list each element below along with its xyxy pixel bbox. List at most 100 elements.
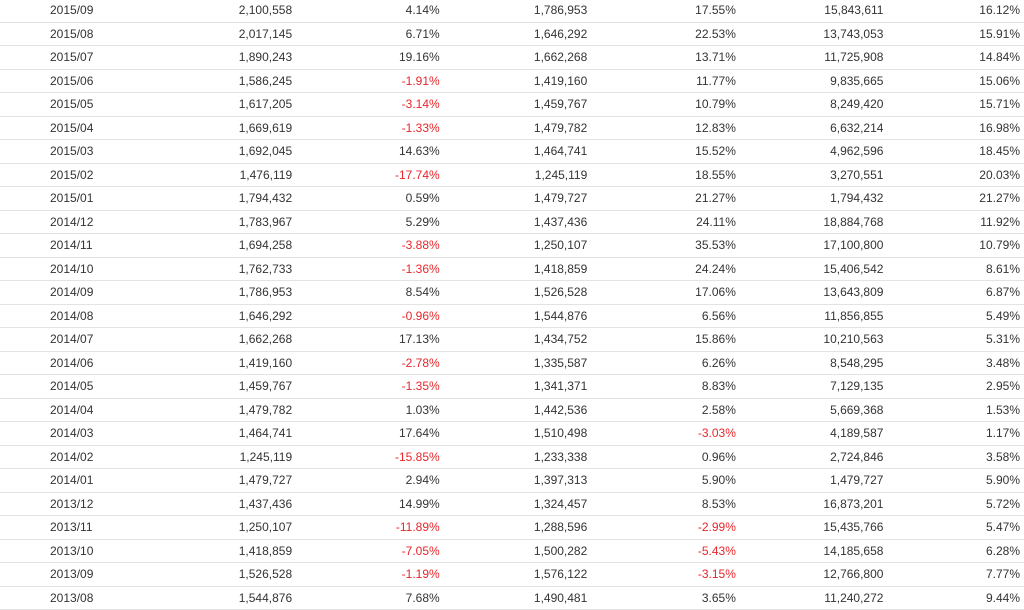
change-a-cell: -2.78% [292, 351, 440, 375]
cumulative-change-cell: 3.58% [883, 445, 1024, 469]
month-cell: 2013/09 [0, 562, 102, 587]
value-a-cell: 1,250,107 [101, 515, 293, 540]
cumulative-cell: 13,643,809 [735, 280, 884, 305]
table-row: 2014/04 1,479,782 1.03% 1,442,536 2.58% 5,669… [0, 398, 1024, 422]
month-cell: 2014/03 [0, 421, 102, 446]
value-a-cell: 2,100,558 [101, 0, 293, 23]
month-cell: 2015/03 [0, 139, 102, 164]
value-a-cell: 1,783,967 [101, 210, 293, 234]
table-row: 2013/09 1,526,528 -1.19% 1,576,122 -3.15% 12,… [0, 562, 1024, 587]
table-row: 2015/02 1,476,119 -17.74% 1,245,119 18.55% 3,… [0, 163, 1024, 187]
month-cell: 2015/05 [0, 92, 102, 117]
cumulative-cell: 12,766,800 [735, 562, 884, 587]
change-b-cell: 35.53% [587, 233, 736, 258]
cumulative-cell: 2,724,846 [735, 445, 884, 469]
change-b-cell: -3.15% [587, 562, 736, 587]
value-a-cell: 1,692,045 [101, 139, 293, 164]
value-b-cell: 1,646,292 [439, 22, 588, 46]
table-row: 2015/06 1,586,245 -1.91% 1,419,160 11.77% 9,8… [0, 69, 1024, 93]
value-b-cell: 1,526,528 [439, 280, 588, 305]
value-a-cell: 1,890,243 [101, 45, 293, 70]
table-row: 2014/11 1,694,258 -3.88% 1,250,107 35.53% 17,… [0, 233, 1024, 258]
change-a-cell: 17.64% [292, 421, 440, 446]
value-b-cell: 1,418,859 [439, 257, 588, 281]
table-row: 2015/01 1,794,432 0.59% 1,479,727 21.27% 1,79… [0, 186, 1024, 211]
cumulative-cell: 11,725,908 [735, 45, 884, 70]
cumulative-change-cell: 5.72% [883, 492, 1024, 516]
value-a-cell: 1,694,258 [101, 233, 293, 258]
month-cell: 2014/01 [0, 468, 102, 493]
value-b-cell: 1,442,536 [439, 398, 588, 422]
change-b-cell: 6.56% [587, 304, 736, 328]
cumulative-cell: 11,240,272 [735, 586, 884, 610]
value-b-cell: 1,341,371 [439, 374, 588, 399]
cumulative-change-cell: 16.98% [883, 116, 1024, 140]
table-row: 2013/12 1,437,436 14.99% 1,324,457 8.53% 16,8… [0, 492, 1024, 516]
month-cell: 2015/09 [0, 0, 102, 23]
value-b-cell: 1,662,268 [439, 45, 588, 70]
cumulative-change-cell: 1.17% [883, 421, 1024, 446]
month-cell: 2014/12 [0, 210, 102, 234]
month-cell: 2014/09 [0, 280, 102, 305]
cumulative-cell: 15,435,766 [735, 515, 884, 540]
value-a-cell: 1,794,432 [101, 186, 293, 211]
change-b-cell: 11.77% [587, 69, 736, 93]
change-b-cell: -2.99% [587, 515, 736, 540]
cumulative-cell: 15,843,611 [735, 0, 884, 23]
change-b-cell: 12.83% [587, 116, 736, 140]
value-a-cell: 1,464,741 [101, 421, 293, 446]
cumulative-cell: 11,856,855 [735, 304, 884, 328]
change-a-cell: -3.88% [292, 233, 440, 258]
month-cell: 2013/10 [0, 539, 102, 563]
cumulative-change-cell: 15.91% [883, 22, 1024, 46]
value-b-cell: 1,335,587 [439, 351, 588, 375]
table-row: 2014/12 1,783,967 5.29% 1,437,436 24.11% 18,8… [0, 210, 1024, 234]
change-b-cell: 0.96% [587, 445, 736, 469]
change-b-cell: 6.26% [587, 351, 736, 375]
table-row: 2014/07 1,662,268 17.13% 1,434,752 15.86% 10,… [0, 327, 1024, 352]
value-a-cell: 1,762,733 [101, 257, 293, 281]
change-b-cell: 17.55% [587, 0, 736, 23]
value-b-cell: 1,544,876 [439, 304, 588, 328]
change-b-cell: -3.03% [587, 421, 736, 446]
value-a-cell: 1,544,876 [101, 586, 293, 610]
table-row: 2014/10 1,762,733 -1.36% 1,418,859 24.24% 15,… [0, 257, 1024, 281]
cumulative-change-cell: 5.49% [883, 304, 1024, 328]
table-row: 2014/09 1,786,953 8.54% 1,526,528 17.06% 13,6… [0, 280, 1024, 305]
change-b-cell: 24.11% [587, 210, 736, 234]
change-b-cell: 10.79% [587, 92, 736, 117]
value-b-cell: 1,510,498 [439, 421, 588, 446]
change-a-cell: 1.03% [292, 398, 440, 422]
month-cell: 2014/11 [0, 233, 102, 258]
value-a-cell: 1,419,160 [101, 351, 293, 375]
cumulative-cell: 16,873,201 [735, 492, 884, 516]
change-a-cell: 7.68% [292, 586, 440, 610]
change-a-cell: 14.63% [292, 139, 440, 164]
month-cell: 2015/08 [0, 22, 102, 46]
value-a-cell: 1,662,268 [101, 327, 293, 352]
change-a-cell: 2.94% [292, 468, 440, 493]
value-a-cell: 1,586,245 [101, 69, 293, 93]
cumulative-cell: 18,884,768 [735, 210, 884, 234]
cumulative-change-cell: 11.92% [883, 210, 1024, 234]
change-b-cell: 15.86% [587, 327, 736, 352]
table-row: 2013/10 1,418,859 -7.05% 1,500,282 -5.43% 14,… [0, 539, 1024, 563]
change-a-cell: -0.96% [292, 304, 440, 328]
change-b-cell: 17.06% [587, 280, 736, 305]
table-row: 2014/08 1,646,292 -0.96% 1,544,876 6.56% 11,8… [0, 304, 1024, 328]
change-b-cell: 2.58% [587, 398, 736, 422]
value-a-cell: 1,786,953 [101, 280, 293, 305]
change-b-cell: 3.65% [587, 586, 736, 610]
value-a-cell: 1,646,292 [101, 304, 293, 328]
value-b-cell: 1,324,457 [439, 492, 588, 516]
month-cell: 2014/06 [0, 351, 102, 375]
cumulative-change-cell: 1.53% [883, 398, 1024, 422]
cumulative-change-cell: 7.77% [883, 562, 1024, 587]
cumulative-change-cell: 14.84% [883, 45, 1024, 70]
month-cell: 2015/06 [0, 69, 102, 93]
cumulative-cell: 4,962,596 [735, 139, 884, 164]
change-b-cell: 18.55% [587, 163, 736, 187]
value-b-cell: 1,479,782 [439, 116, 588, 140]
table-row: 2014/02 1,245,119 -15.85% 1,233,338 0.96% 2,7… [0, 445, 1024, 469]
